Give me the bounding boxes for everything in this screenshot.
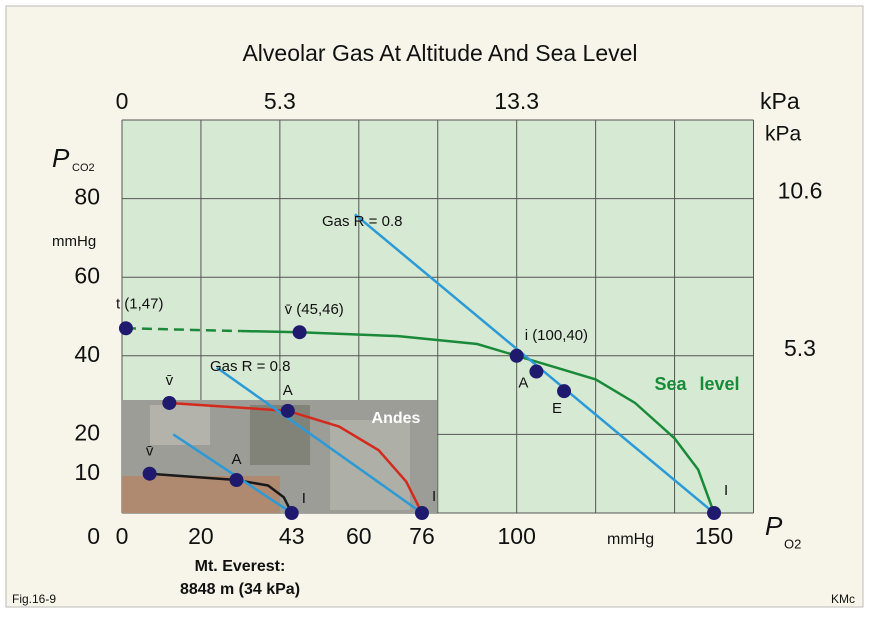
top-unit: kPa [760,88,800,114]
data-point [284,506,299,520]
y-axis-label-sub: CO2 [72,162,95,174]
x-tick-label: 20 [188,523,214,549]
point-label: A [283,382,293,399]
data-point [557,384,572,399]
point-label: v̄ [146,443,154,460]
x-tick-label: 43 [279,523,305,549]
x-tick-label: 100 [498,523,536,549]
point-label: E [552,400,562,417]
data-point [162,395,177,410]
right-unit: kPa [765,123,802,146]
y-unit: mmHg [52,233,96,250]
point-label: t (1,47) [116,295,164,312]
point-label: v̄ [166,372,174,389]
annotation: Gas R = 0.8 [210,358,290,375]
x-axis-label-sub: O2 [784,536,801,551]
top-tick-label: 0 [116,88,129,114]
point-label: I [302,490,306,507]
series-line [149,472,293,514]
y-axis-label: P [52,143,70,173]
annotation: 8848 m (34 kPa) [180,581,300,598]
y-tick-label: 40 [74,341,100,367]
legend-label: Andes [372,410,421,427]
x-unit: mmHg [607,531,654,548]
series-line [216,366,423,515]
y-tick-label: 20 [74,419,100,445]
y-tick-label: 80 [74,184,100,210]
y-tick-label: 60 [74,262,100,288]
point-label: I [724,482,728,499]
data-point [280,403,295,418]
chart-title: Alveolar Gas At Altitude And Sea Level [242,40,637,66]
point-label: A [231,451,241,468]
right-tick-label: 10.6 [778,178,823,204]
data-point [414,506,429,520]
y-tick-label: 10 [74,459,100,485]
annotation: Mt. Everest: [195,558,286,575]
data-point [142,466,157,481]
footer-right: KMc [831,592,855,606]
point-label: v̄ (45,46) [285,301,344,318]
point-label: I [432,488,436,505]
data-point [529,364,544,379]
series-line [125,327,241,333]
legend-label: Sea level [654,374,739,394]
annotation: Gas R = 0.8 [322,213,402,230]
x-tick-label: 76 [409,523,435,549]
series-line [169,401,424,514]
x-axis-label: P [765,511,783,541]
top-tick-label: 13.3 [494,88,539,114]
data-point [509,348,524,363]
x-tick-label: 0 [116,523,129,549]
data-point [118,321,133,336]
data-point [292,325,307,340]
footer-left: Fig.16-9 [12,592,56,606]
data-point [707,506,722,520]
right-tick-label: 5.3 [784,335,816,361]
series-line [354,213,715,514]
data-point [229,472,244,487]
y-tick-label: 0 [87,523,100,549]
point-label: i (100,40) [525,327,588,344]
top-tick-label: 5.3 [264,88,296,114]
point-label: A [518,374,528,391]
x-tick-label: 60 [346,523,372,549]
x-tick-label: 150 [695,523,733,549]
series-line [240,329,716,514]
series-line [172,433,293,515]
